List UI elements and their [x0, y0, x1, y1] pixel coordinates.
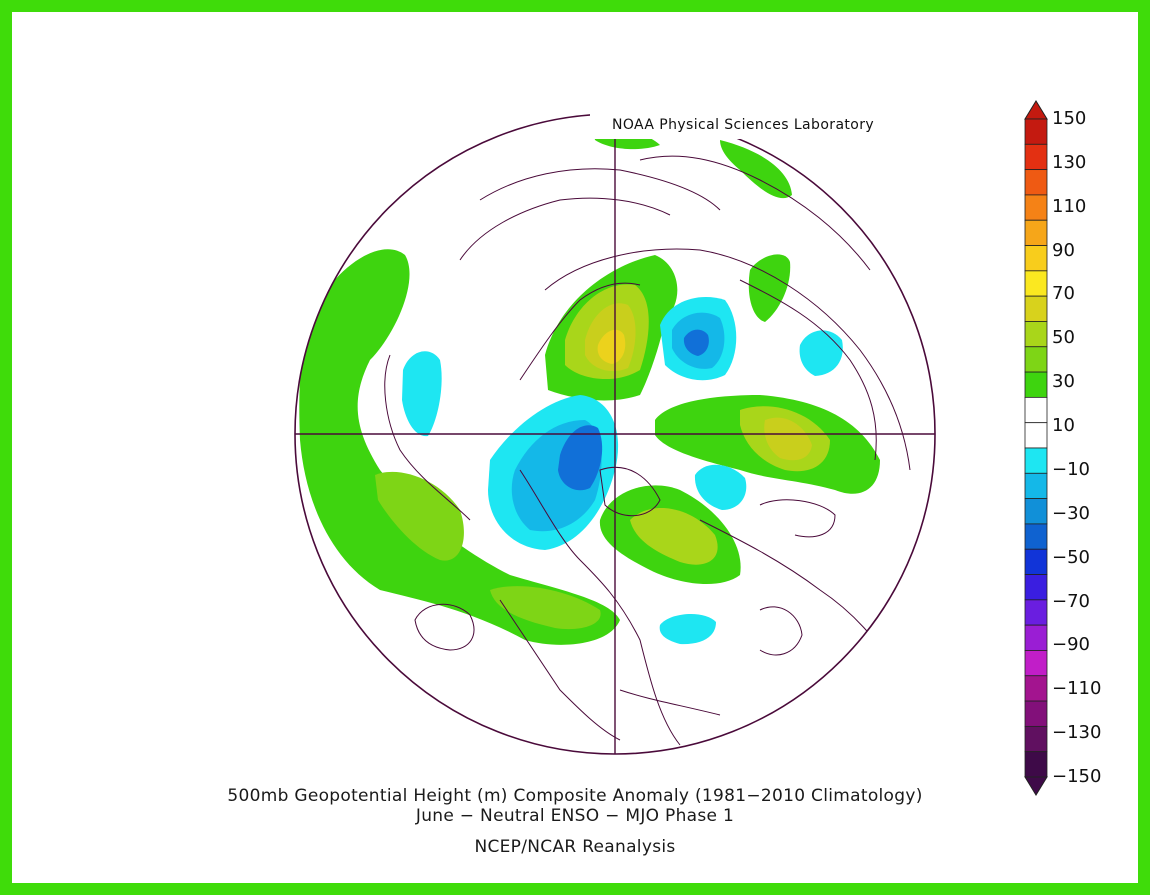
colorbar-tick-label: −150	[1052, 766, 1102, 787]
colorbar-tick-label: 50	[1052, 327, 1075, 349]
colorbar-tick-label: −130	[1052, 722, 1102, 744]
coast-asia-east	[739, 279, 877, 461]
map-title: 500mb Geopotential Height (m) Composite …	[227, 786, 923, 806]
colorbar-swatch	[1024, 219, 1048, 246]
contour-south-atlantic	[759, 606, 803, 656]
anomaly-pos-asia-high	[764, 417, 812, 461]
anomaly-pos-siberia-ne	[720, 140, 792, 199]
colorbar-tick-label: 70	[1052, 283, 1075, 305]
coast-caribbean	[619, 689, 721, 716]
anomaly-field	[299, 120, 911, 746]
colorbar-swatch	[1024, 245, 1048, 272]
colorbar-tick-label: 150	[1052, 108, 1087, 129]
colorbar-swatch	[1024, 270, 1048, 297]
colorbar-swatch	[1024, 675, 1048, 702]
contour-south-pacific	[414, 603, 475, 651]
colorbar-tick-label: −110	[1052, 678, 1102, 700]
colorbar-swatch	[1024, 751, 1048, 778]
colorbar-arrow-bottom	[1024, 776, 1048, 796]
colorbar-tick-label: −10	[1052, 458, 1090, 480]
colorbar-arrow-top	[1024, 100, 1048, 120]
anomaly-neg-atlantic-south	[659, 614, 716, 645]
colorbar-swatch	[1024, 169, 1048, 196]
colorbar-swatch	[1024, 346, 1048, 373]
credit-label-box	[590, 113, 940, 139]
anomaly-neg-hudson	[694, 464, 747, 510]
colorbar-swatch	[1024, 498, 1048, 525]
anomaly-neg-atlantic-deep	[558, 425, 603, 491]
colorbar-swatch	[1024, 396, 1048, 424]
colorbar-swatch	[1024, 371, 1048, 398]
colorbar-swatch	[1024, 624, 1048, 651]
colorbar-tick-label: 130	[1052, 151, 1087, 173]
colorbar-swatch	[1024, 472, 1048, 500]
colorbar-swatch	[1024, 321, 1048, 348]
colorbar-tick-label: −70	[1052, 590, 1090, 612]
anomaly-neg-pacific-north	[402, 351, 442, 437]
anomaly-neg-japan	[799, 330, 843, 376]
contour-hudson	[759, 499, 836, 538]
map-subtitle: June − Neutral ENSO − MJO Phase 1	[415, 806, 735, 826]
colorbar-tick-label: −30	[1052, 502, 1090, 524]
anomaly-pos-europe-peak	[597, 329, 626, 364]
colorbar-swatch	[1024, 194, 1048, 221]
coast-greenland	[599, 466, 661, 517]
coast-europe-west	[519, 282, 641, 381]
colorbar-tick-label: 30	[1052, 371, 1075, 393]
map-source: NCEP/NCAR Reanalysis	[474, 837, 676, 857]
anomaly-neg-scandinavia-deep	[683, 329, 709, 356]
colorbar-tick-label: 10	[1052, 415, 1075, 437]
colorbar-tick-label: 90	[1052, 239, 1075, 261]
anomaly-pos-pacific-west	[299, 249, 620, 645]
colorbar-swatch	[1024, 143, 1048, 171]
colorbar-swatch	[1024, 574, 1048, 601]
colorbar-swatch	[1024, 700, 1048, 727]
coast-north-america	[519, 469, 681, 746]
colorbar-swatch	[1024, 295, 1048, 322]
contour-pacific	[384, 354, 471, 521]
colorbar-swatch	[1024, 118, 1048, 145]
colorbar-swatch	[1024, 725, 1048, 753]
colorbar-swatch	[1024, 523, 1048, 550]
colorbar-tick-label: −90	[1052, 634, 1090, 656]
colorbar-swatch	[1024, 599, 1048, 626]
anomaly-pos-kamchatka	[748, 254, 791, 322]
colorbar-swatch	[1024, 422, 1048, 449]
contour-north	[479, 168, 721, 211]
coast-central-america	[499, 599, 621, 741]
colorbar-swatch	[1024, 548, 1048, 575]
colorbar	[1024, 100, 1048, 796]
colorbar-swatch	[1024, 447, 1048, 474]
colorbar-swatch	[1024, 650, 1048, 677]
coast-siberia	[639, 155, 871, 271]
coast-alaska	[459, 197, 671, 261]
colorbar-tick-label: 110	[1052, 195, 1087, 217]
anomaly-pos-canada-mid	[630, 508, 718, 565]
colorbar-tick-label: −50	[1052, 546, 1090, 568]
credit-label: NOAA Physical Sciences Laboratory	[612, 117, 875, 133]
anomaly-pos-california	[490, 586, 601, 630]
coastlines	[384, 155, 911, 746]
